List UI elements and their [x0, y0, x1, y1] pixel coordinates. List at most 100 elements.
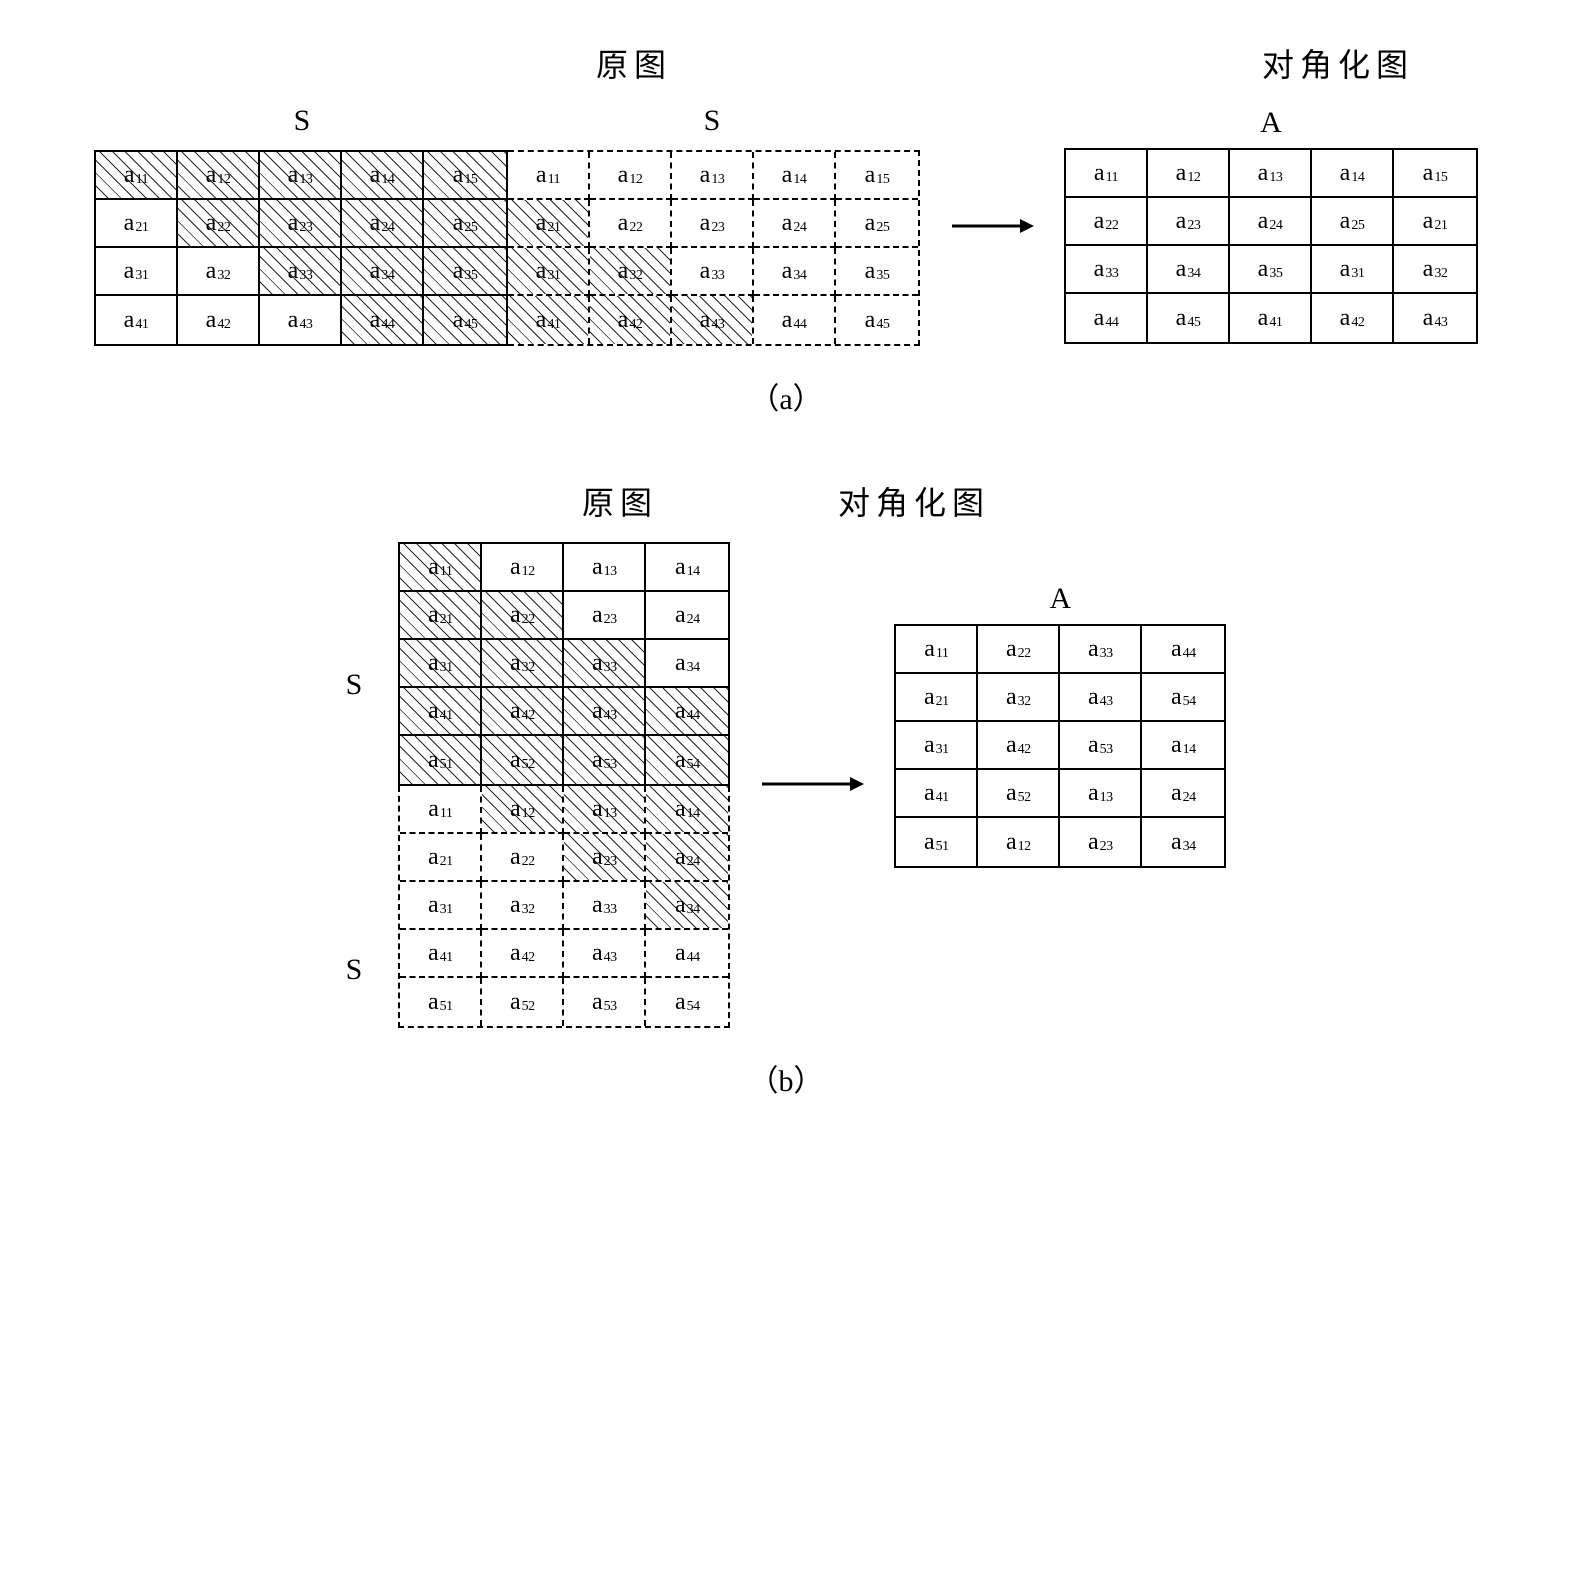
side-labels-b: S S	[346, 542, 375, 1022]
matrix-cell: a41	[508, 296, 590, 344]
matrix-cell: a51	[896, 818, 978, 866]
matrix-cell: a52	[978, 770, 1060, 818]
matrix-cell: a53	[564, 978, 646, 1026]
matrix-cell: a14	[754, 152, 836, 200]
matrix-cell: a32	[482, 640, 564, 688]
matrix-cell: a22	[590, 200, 672, 248]
matrix-cell: a15	[424, 152, 506, 200]
matrix-cell: a51	[400, 736, 482, 784]
caption-b: （b）	[749, 1056, 824, 1100]
matrix-cell: a31	[400, 882, 482, 930]
matrix-cell: a32	[590, 248, 672, 296]
matrix-cell: a13	[672, 152, 754, 200]
matrix-cell: a23	[564, 592, 646, 640]
s-label-left-a: S	[294, 104, 311, 138]
matrix-cell: a24	[646, 592, 728, 640]
matrix-cell: a42	[590, 296, 672, 344]
matrix-a-result-a: a11a12a13a14a15a22a23a24a25a21a33a34a35a…	[1064, 148, 1478, 344]
matrix-s-bottom-b: a11a12a13a14a21a22a23a24a31a32a33a34a41a…	[398, 786, 730, 1028]
a-label-a: A	[1260, 106, 1282, 140]
matrix-cell: a21	[400, 834, 482, 882]
matrix-cell: a51	[400, 978, 482, 1026]
matrix-cell: a24	[646, 834, 728, 882]
matrix-cell: a33	[564, 882, 646, 930]
matrix-cell: a43	[260, 296, 342, 344]
matrix-cell: a12	[590, 152, 672, 200]
matrix-s-right-a: a11a12a13a14a15a21a22a23a24a25a31a32a33a…	[508, 150, 920, 346]
original-pair-a: S S a11a12a13a14a15a21a22a23a24a25a31a32…	[94, 104, 920, 346]
matrix-cell: a11	[1066, 150, 1148, 198]
matrix-cell: a41	[96, 296, 178, 344]
matrix-cell: a12	[482, 544, 564, 592]
matrix-cell: a13	[1060, 770, 1142, 818]
matrix-cell: a13	[260, 152, 342, 200]
matrix-cell: a25	[424, 200, 506, 248]
matrix-cell: a33	[260, 248, 342, 296]
matrix-cell: a44	[342, 296, 424, 344]
diag-title-a: 对角化图	[1198, 40, 1478, 86]
matrix-cell: a32	[978, 674, 1060, 722]
matrix-cell: a43	[1394, 294, 1476, 342]
matrix-cell: a21	[1394, 198, 1476, 246]
matrix-cell: a34	[754, 248, 836, 296]
matrix-cell: a11	[400, 544, 482, 592]
matrix-cell: a41	[400, 688, 482, 736]
matrix-cell: a12	[178, 152, 260, 200]
matrix-cell: a14	[646, 544, 728, 592]
matrix-cell: a45	[836, 296, 918, 344]
matrix-cell: a12	[482, 786, 564, 834]
result-col-b: A a11a22a33a44a21a32a43a54a31a42a53a14a4…	[894, 582, 1226, 868]
matrix-cell: a44	[646, 930, 728, 978]
matrix-cell: a42	[1312, 294, 1394, 342]
s-label-bottom-b: S	[346, 953, 363, 987]
matrix-cell: a33	[1060, 626, 1142, 674]
matrix-cell: a45	[424, 296, 506, 344]
matrix-cell: a13	[564, 786, 646, 834]
matrix-cell: a34	[646, 882, 728, 930]
matrix-cell: a22	[482, 592, 564, 640]
a-label-b: A	[1050, 582, 1072, 616]
matrix-cell: a14	[1142, 722, 1224, 770]
matrix-cell: a44	[1066, 294, 1148, 342]
matrix-cell: a54	[646, 736, 728, 784]
result-col-a: A a11a12a13a14a15a22a23a24a25a21a33a34a3…	[1064, 106, 1478, 344]
matrix-cell: a13	[1230, 150, 1312, 198]
matrix-cell: a23	[564, 834, 646, 882]
matrix-cell: a31	[1312, 246, 1394, 294]
matrix-cell: a43	[1060, 674, 1142, 722]
diag-title-b: 对角化图	[838, 478, 990, 524]
matrix-cell: a52	[482, 978, 564, 1026]
matrix-cell: a24	[1230, 198, 1312, 246]
matrix-cell: a42	[978, 722, 1060, 770]
matrix-cell: a31	[896, 722, 978, 770]
matrix-cell: a21	[508, 200, 590, 248]
matrix-cell: a54	[1142, 674, 1224, 722]
matrix-cell: a42	[482, 930, 564, 978]
matrix-cell: a43	[564, 688, 646, 736]
matrix-cell: a34	[342, 248, 424, 296]
matrix-cell: a23	[1060, 818, 1142, 866]
matrix-cell: a11	[896, 626, 978, 674]
matrix-cell: a22	[482, 834, 564, 882]
matrix-cell: a11	[508, 152, 590, 200]
matrix-cell: a23	[1148, 198, 1230, 246]
s-label-top-b: S	[346, 668, 363, 702]
matrix-cell: a12	[1148, 150, 1230, 198]
matrix-cell: a35	[1230, 246, 1312, 294]
matrix-cell: a41	[400, 930, 482, 978]
matrix-cell: a22	[1066, 198, 1148, 246]
matrix-cell: a33	[564, 640, 646, 688]
matrix-cell: a12	[978, 818, 1060, 866]
original-title-a: 原图	[94, 40, 1174, 86]
matrix-cell: a43	[672, 296, 754, 344]
matrix-s-top-b: a11a12a13a14a21a22a23a24a31a32a33a34a41a…	[398, 542, 730, 786]
matrix-s-left-a: a11a12a13a14a15a21a22a23a24a25a31a32a33a…	[94, 150, 508, 346]
matrix-cell: a32	[1394, 246, 1476, 294]
matrix-cell: a53	[564, 736, 646, 784]
matrix-cell: a13	[564, 544, 646, 592]
original-title-b: 原图	[582, 478, 658, 524]
matrix-cell: a14	[646, 786, 728, 834]
matrix-cell: a11	[400, 786, 482, 834]
matrix-cell: a42	[178, 296, 260, 344]
original-pair-b: a11a12a13a14a21a22a23a24a31a32a33a34a41a…	[398, 542, 730, 1028]
